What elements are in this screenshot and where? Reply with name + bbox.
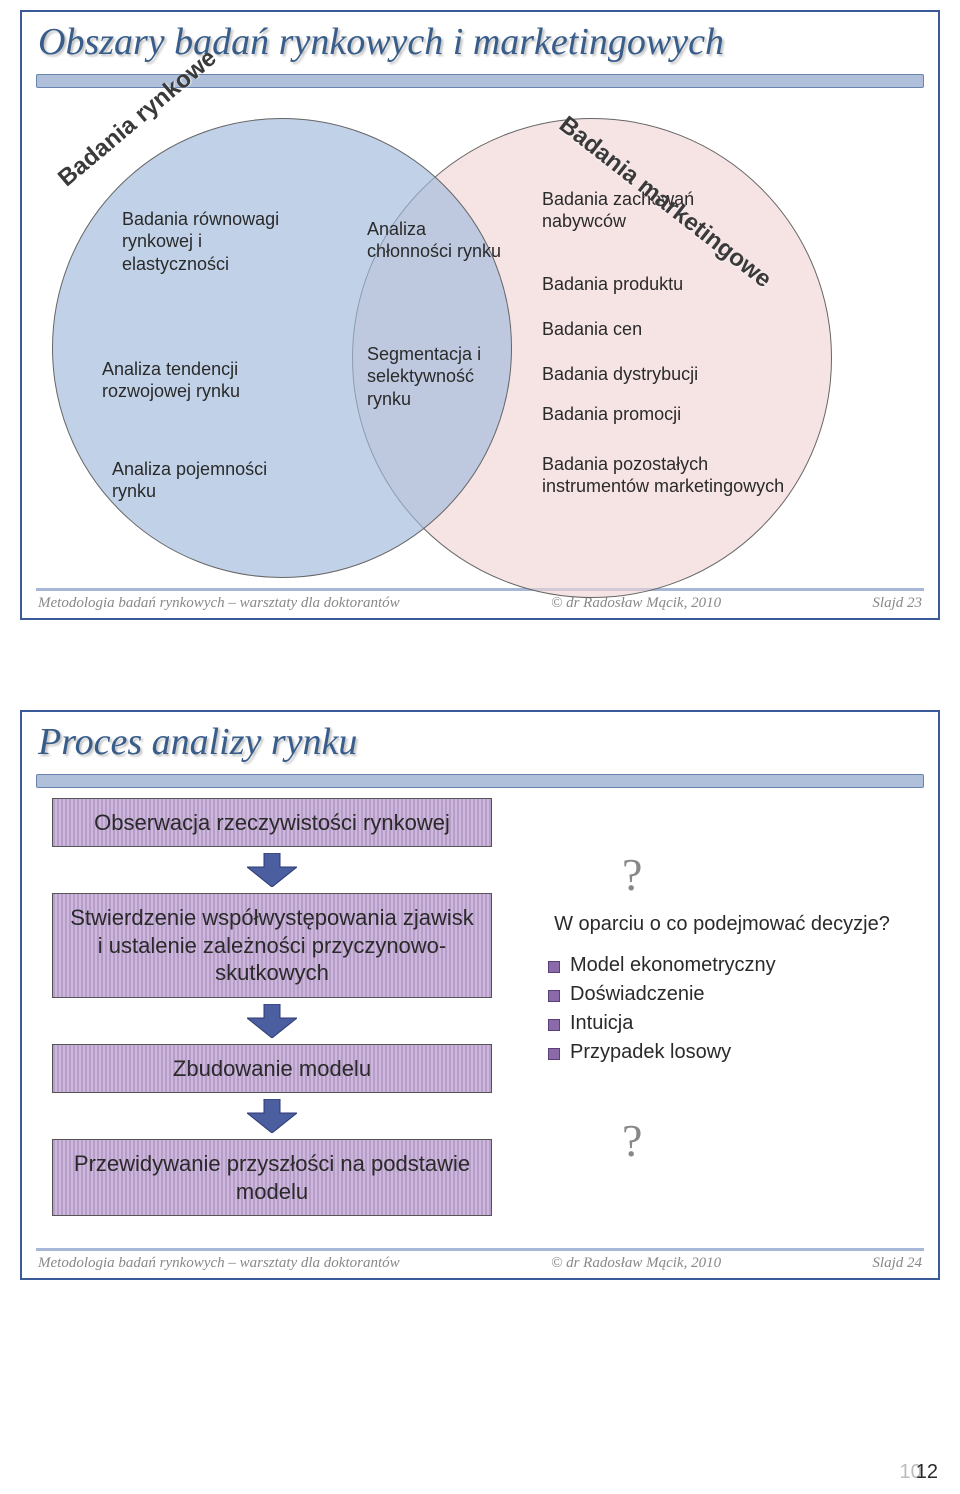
flow-box: Stwierdzenie współwystępowania zjawisk i… <box>52 893 492 998</box>
page-number-value: 12 <box>916 1461 938 1483</box>
flow-column: Obserwacja rzeczywistości rynkowej Stwie… <box>52 798 492 1217</box>
list-item: Przypadek losowy <box>542 1041 902 1064</box>
side-list: Model ekonometryczny Doświadczenie Intui… <box>542 954 902 1064</box>
slide-venn: Obszary badań rynkowych i marketingowych… <box>20 10 940 620</box>
flow-box: Przewidywanie przyszłości na podstawie m… <box>52 1139 492 1216</box>
right-item: Badania promocji <box>542 403 762 426</box>
left-item: Badania równowagi rynkowej i elastycznoś… <box>122 208 302 276</box>
flow-body: Obserwacja rzeczywistości rynkowej Stwie… <box>22 788 938 1248</box>
right-item: Badania dystrybucji <box>542 363 762 386</box>
side-panel: ? W oparciu o co podejmować decyzje? Mod… <box>542 848 902 1179</box>
venn-body: Badania rynkowe Badania marketingowe Bad… <box>22 88 938 588</box>
flow-arrow-icon <box>52 1099 492 1133</box>
footer-left: Metodologia badań rynkowych – warsztaty … <box>38 1255 400 1272</box>
overlap-item: Segmentacja i selektywność rynku <box>367 343 517 411</box>
right-item: Badania cen <box>542 318 742 341</box>
venn-diagram: Badania rynkowe Badania marketingowe Bad… <box>22 88 938 588</box>
left-item: Analiza tendencji rozwojowej rynku <box>102 358 312 403</box>
slide-title: Obszary badań rynkowych i marketingowych <box>22 12 938 70</box>
flow-box: Obserwacja rzeczywistości rynkowej <box>52 798 492 848</box>
title-rule <box>36 774 924 788</box>
left-item: Analiza pojemności rynku <box>112 458 282 503</box>
flow-arrow-icon <box>52 853 492 887</box>
footer-right: Slajd 23 <box>872 595 922 612</box>
flow-arrow-icon <box>52 1004 492 1038</box>
right-item: Badania produktu <box>542 273 742 296</box>
flow-box: Zbudowanie modelu <box>52 1044 492 1094</box>
footer-mid: © dr Radosław Mącik, 2010 <box>551 1255 721 1272</box>
footer-right: Slajd 24 <box>872 1255 922 1272</box>
list-item: Intuicja <box>542 1012 902 1035</box>
page-number: 1012 <box>900 1461 939 1484</box>
overlap-item: Analiza chłonności rynku <box>367 218 507 263</box>
list-item: Model ekonometryczny <box>542 954 902 977</box>
slide-title: Proces analizy rynku <box>22 712 938 770</box>
question-mark-icon: ? <box>622 1114 902 1167</box>
side-lead: W oparciu o co podejmować decyzje? <box>542 913 902 936</box>
slide-footer: Metodologia badań rynkowych – warsztaty … <box>22 1251 938 1278</box>
list-item: Doświadczenie <box>542 983 902 1006</box>
right-item: Badania pozostałych instrumentów marketi… <box>542 453 792 498</box>
slide-footer: Metodologia badań rynkowych – warsztaty … <box>22 591 938 618</box>
slide-flow: Proces analizy rynku Obserwacja rzeczywi… <box>20 710 940 1280</box>
question-mark-icon: ? <box>622 848 902 901</box>
footer-left: Metodologia badań rynkowych – warsztaty … <box>38 595 400 612</box>
